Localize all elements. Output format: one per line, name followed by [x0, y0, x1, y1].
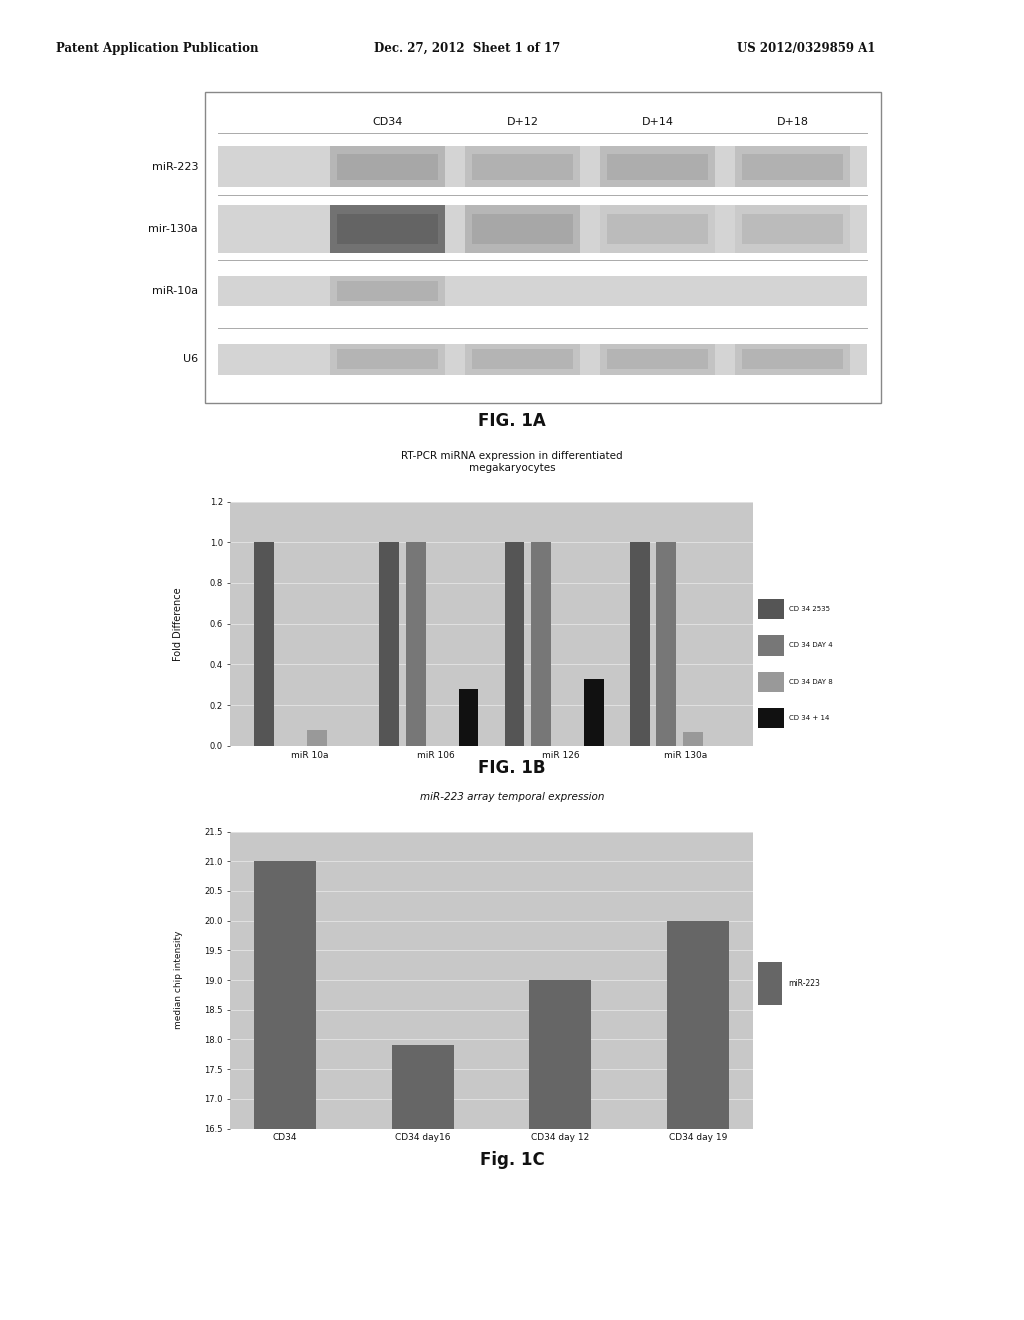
- Y-axis label: median chip intensity: median chip intensity: [174, 931, 182, 1030]
- Bar: [529, 979, 591, 1320]
- Bar: [735, 205, 850, 252]
- Text: U6: U6: [183, 354, 198, 364]
- Text: D+14: D+14: [642, 117, 674, 127]
- Bar: [656, 543, 676, 746]
- Bar: [330, 147, 444, 187]
- Text: Dec. 27, 2012  Sheet 1 of 17: Dec. 27, 2012 Sheet 1 of 17: [374, 42, 560, 55]
- Bar: [472, 350, 573, 370]
- Bar: [330, 343, 444, 375]
- Text: CD 34 DAY 4: CD 34 DAY 4: [790, 643, 833, 648]
- Text: US 2012/0329859 A1: US 2012/0329859 A1: [737, 42, 876, 55]
- Bar: [607, 350, 709, 370]
- Bar: [472, 214, 573, 244]
- Bar: [600, 147, 715, 187]
- Bar: [531, 543, 551, 746]
- Bar: [667, 921, 729, 1320]
- Bar: [607, 214, 709, 244]
- Bar: [758, 962, 782, 1005]
- Bar: [218, 276, 867, 306]
- Text: CD34: CD34: [372, 117, 402, 127]
- Bar: [218, 205, 867, 252]
- Bar: [630, 543, 650, 746]
- Bar: [330, 276, 444, 306]
- Text: RT-PCR miRNA expression in differentiated
megakaryocytes: RT-PCR miRNA expression in differentiate…: [401, 451, 623, 473]
- Text: miR-223 array temporal expression: miR-223 array temporal expression: [420, 792, 604, 803]
- Bar: [380, 543, 399, 746]
- Bar: [607, 154, 709, 180]
- Bar: [758, 635, 783, 656]
- Bar: [683, 731, 702, 746]
- Bar: [254, 861, 316, 1320]
- Text: D+18: D+18: [777, 117, 809, 127]
- Bar: [735, 147, 850, 187]
- Bar: [254, 543, 274, 746]
- Bar: [465, 147, 580, 187]
- Bar: [406, 543, 426, 746]
- Text: FIG. 1A: FIG. 1A: [478, 412, 546, 430]
- Bar: [337, 281, 438, 301]
- Bar: [337, 350, 438, 370]
- Bar: [307, 730, 327, 746]
- Bar: [330, 205, 444, 252]
- Bar: [742, 154, 844, 180]
- Bar: [600, 343, 715, 375]
- Text: CD 34 DAY 8: CD 34 DAY 8: [790, 678, 834, 685]
- Bar: [600, 205, 715, 252]
- Bar: [459, 689, 478, 746]
- Text: mir-130a: mir-130a: [148, 224, 198, 234]
- Bar: [465, 205, 580, 252]
- Bar: [742, 350, 844, 370]
- Text: miR-223: miR-223: [152, 162, 198, 172]
- Bar: [472, 154, 573, 180]
- Bar: [218, 343, 867, 375]
- Y-axis label: Fold Difference: Fold Difference: [173, 587, 183, 660]
- Text: FIG. 1B: FIG. 1B: [478, 759, 546, 777]
- Bar: [465, 343, 580, 375]
- Text: CD 34 + 14: CD 34 + 14: [790, 715, 829, 721]
- Bar: [392, 1045, 454, 1320]
- Bar: [505, 543, 524, 746]
- Bar: [735, 343, 850, 375]
- Text: CD 34 2535: CD 34 2535: [790, 606, 830, 612]
- Bar: [742, 214, 844, 244]
- Bar: [758, 599, 783, 619]
- Text: miR-10a: miR-10a: [152, 286, 198, 296]
- Text: D+12: D+12: [507, 117, 539, 127]
- Bar: [218, 147, 867, 187]
- Bar: [758, 708, 783, 729]
- Text: miR-223: miR-223: [788, 979, 820, 987]
- Bar: [758, 672, 783, 692]
- Bar: [337, 154, 438, 180]
- Text: Fig. 1C: Fig. 1C: [479, 1151, 545, 1170]
- Text: Patent Application Publication: Patent Application Publication: [56, 42, 259, 55]
- Bar: [584, 678, 603, 746]
- Bar: [337, 214, 438, 244]
